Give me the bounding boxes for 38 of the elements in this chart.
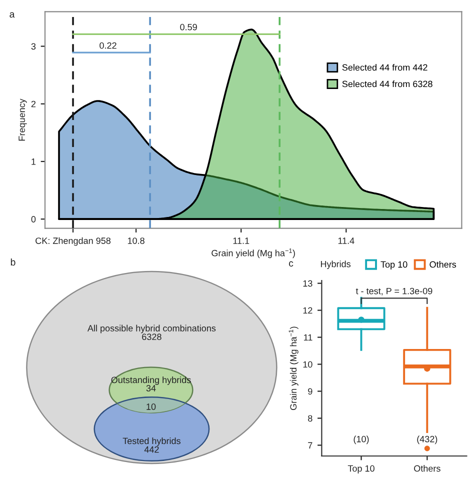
text: b	[10, 258, 16, 266]
y-tick-label: 11	[304, 334, 312, 341]
annotation: t - test, P = 1.3e-09	[356, 288, 432, 296]
x-tick-label: 11.1	[233, 238, 250, 244]
y-tick-label: 7	[308, 442, 312, 448]
data-label: 34	[146, 385, 156, 392]
y-axis-title: Frequency	[18, 98, 27, 141]
annotation: 0.22	[100, 42, 116, 49]
text: c	[288, 261, 294, 267]
x-axis-title: Grain yield (Mg ha$^{−1}$)	[212, 248, 295, 258]
annotation: (10)	[354, 436, 369, 444]
y-tick-label: 10	[303, 361, 312, 368]
x-tick-label: 11.4	[338, 238, 354, 244]
data-label: 10	[146, 404, 156, 410]
data-label: 6328	[142, 334, 162, 340]
legend-label: Selected 44 from 6328	[342, 80, 432, 88]
legend-label: Selected 44 from 442	[342, 64, 428, 71]
category-label: Outstanding hybrids	[111, 376, 191, 385]
x-tick-label: CK: Zhengdan 958	[36, 237, 111, 246]
legend-title: Hybrids	[320, 260, 351, 270]
y-tick-label: 2	[31, 100, 36, 108]
y-tick-label: 12	[303, 307, 312, 314]
legend-label: Top 10	[380, 261, 408, 270]
text: a	[10, 12, 15, 18]
annotation: 0.59	[180, 24, 197, 30]
category-label: Tested hybrids	[122, 437, 180, 446]
category-label: All possible hybrid combinations	[87, 324, 216, 334]
y-tick-label: 8	[308, 415, 312, 422]
y-tick-label: 13	[303, 280, 312, 287]
data-label: 442	[144, 446, 159, 453]
y-tick-label: 0	[31, 216, 36, 222]
y-tick-label: 3	[31, 43, 36, 50]
y-tick-label: 1	[32, 158, 36, 165]
y-axis-title: Grain yield (Mg ha$^{−1}$)	[288, 326, 298, 410]
x-tick-label: 10.8	[128, 238, 144, 244]
y-tick-label: 9	[308, 388, 312, 395]
annotation: (432)	[417, 436, 438, 444]
legend-label: Others	[430, 261, 456, 268]
